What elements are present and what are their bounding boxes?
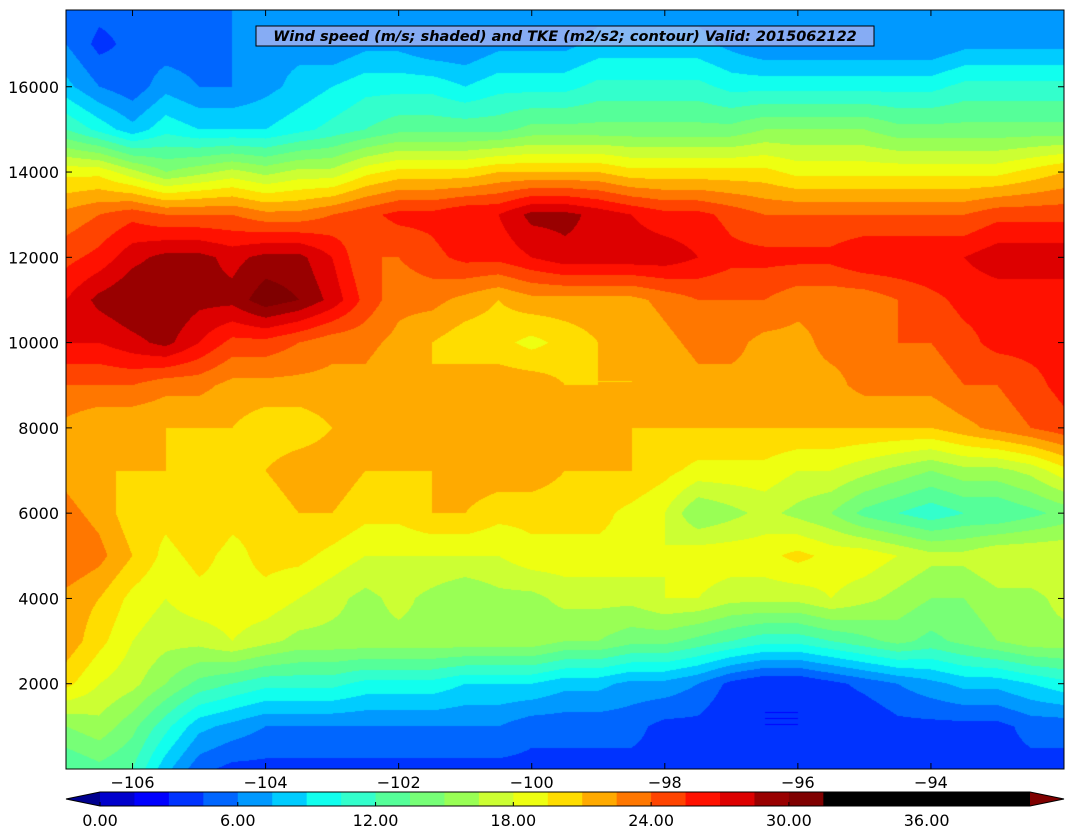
plot-frame [65,9,1065,770]
colorbar [65,791,1065,807]
colorbar-swatch [892,792,928,806]
colorbar-swatch [100,792,135,806]
colorbar-tick-labels: 0.00 6.00 12.00 18.00 24.00 30.00 36.00 [82,802,950,830]
y-tick-label: 6000 [18,504,59,523]
y-tick-label: 2000 [18,675,59,694]
y-axis: 2000 4000 6000 8000 10000 12000 14000 16000 [8,78,1064,694]
colorbar-swatch [410,792,445,806]
colorbar-swatch [134,792,170,806]
x-tick-label: −106 [111,773,155,792]
x-tick-label: −94 [914,773,948,792]
colorbar-extend-low [66,792,100,806]
colorbar-swatch [168,792,204,806]
colorbar-swatch [857,792,893,806]
y-tick-label: 8000 [18,419,59,438]
y-tick-label: 10000 [8,334,59,353]
colorbar-swatch [375,792,411,806]
colorbar-tick-label: 18.00 [490,811,536,830]
colorbar-swatch [306,792,342,806]
y-tick-label: 14000 [8,163,59,182]
colorbar-swatch [754,792,790,806]
colorbar-tick-label: 12.00 [353,811,399,830]
colorbar-swatch [203,792,239,806]
colorbar-swatch [995,792,1031,806]
colorbar-tick-label: 0.00 [82,811,118,830]
colorbar-swatch [272,792,308,806]
colorbar-swatch [616,792,652,806]
colorbar-tick-label: 36.00 [904,811,950,830]
colorbar-swatch [444,792,480,806]
x-tick-label: −104 [244,773,288,792]
colorbar-swatch [720,792,755,806]
colorbar-swatch [685,792,721,806]
colorbar-swatch [961,792,997,806]
x-tick-label: −98 [648,773,682,792]
colorbar-swatch [788,792,824,806]
y-tick-label: 16000 [8,78,59,97]
colorbar-swatch [926,792,962,806]
y-tick-label: 12000 [8,248,59,267]
colorbar-swatch [237,792,273,806]
colorbar-extend-high [1030,792,1064,806]
colorbar-swatch [341,792,377,806]
plot-area [66,10,1064,769]
wind-speed-shading [66,10,1064,769]
colorbar-swatch [513,792,549,806]
x-tick-label: −102 [377,773,421,792]
chart-title-box: Wind speed (m/s; shaded) and TKE (m2/s2;… [255,25,875,47]
chart-title-background [255,25,875,47]
x-tick-label: −96 [781,773,815,792]
colorbar-swatch [582,792,618,806]
colorbar-swatch [823,792,859,806]
colorbar-tick-label: 30.00 [766,811,812,830]
chart-title: Wind speed (m/s; shaded) and TKE (m2/s2;… [273,29,857,45]
colorbar-swatch [547,792,583,806]
colorbar-tick-label: 6.00 [220,811,256,830]
colorbar-swatch [651,792,687,806]
y-tick-label: 4000 [18,589,59,608]
x-axis: −106 −104 −102 −100 −98 −96 −94 [111,10,948,792]
colorbar-tick-label: 24.00 [628,811,674,830]
x-tick-label: −100 [510,773,554,792]
colorbar-swatch [478,792,514,806]
